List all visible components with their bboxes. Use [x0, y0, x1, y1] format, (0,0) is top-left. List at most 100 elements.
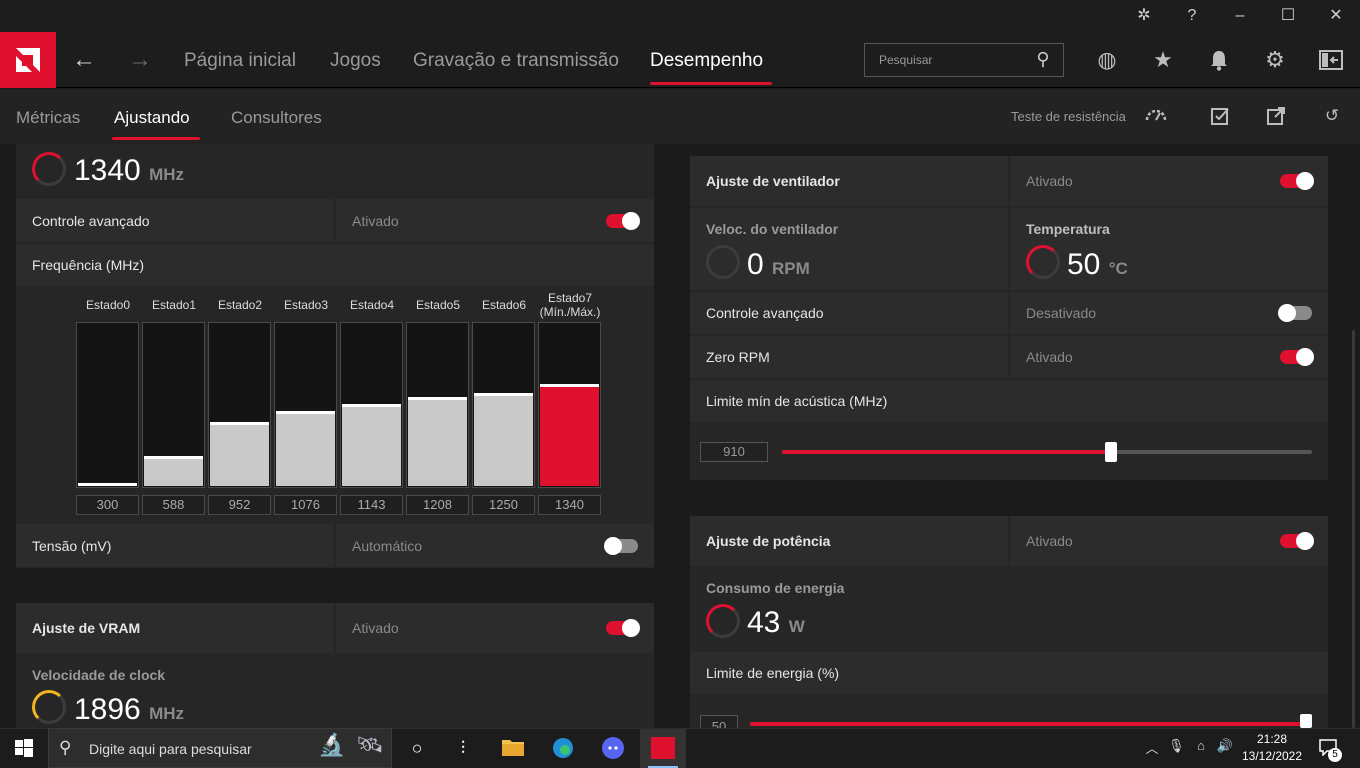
nav-tab-games[interactable]: Jogos [330, 50, 381, 71]
bell-icon[interactable] [1206, 47, 1232, 73]
state-bar[interactable] [472, 322, 535, 488]
file-explorer-icon[interactable] [500, 736, 526, 760]
fan-advanced-status-cell: Desativado [1010, 292, 1328, 334]
frequency-label: Frequência (MHz) [32, 257, 145, 273]
gpu-clock-gauge-icon [32, 152, 66, 186]
taskbar-search-box[interactable]: ⚲ Digite aqui para pesquisar 🔬 🛰 [48, 728, 392, 768]
vram-title-cell: Ajuste de VRAM [16, 603, 334, 653]
acoustic-limit-slider[interactable] [782, 450, 1312, 454]
tray-chevron-icon[interactable]: ︿ [1145, 741, 1159, 756]
voltage-label: Tensão (mV) [32, 538, 112, 554]
state-bar-fill[interactable] [276, 411, 335, 486]
state-bar[interactable] [274, 322, 337, 488]
close-icon[interactable]: ✕ [1329, 7, 1343, 24]
network-icon[interactable]: ⌂ [1197, 738, 1205, 753]
state-value[interactable]: 1208 [406, 495, 469, 515]
state-bar-fill[interactable] [144, 456, 203, 486]
state-bar[interactable] [142, 322, 205, 488]
state-bar[interactable] [208, 322, 271, 488]
amd-taskbar-button[interactable] [640, 729, 686, 768]
clock[interactable]: 21:28 13/12/2022 [1240, 731, 1304, 765]
power-status: Ativado [1026, 533, 1073, 549]
vram-clock-label: Velocidade de clock [32, 667, 166, 683]
apply-changes-icon[interactable] [1208, 104, 1232, 128]
overlay-toggle-icon[interactable] [1318, 47, 1344, 73]
state-value[interactable]: 952 [208, 495, 271, 515]
search-box[interactable]: ⚲ [864, 43, 1064, 77]
globe-icon[interactable]: ◍ [1097, 47, 1117, 72]
vram-clock-unit: MHz [149, 704, 185, 723]
acoustic-limit-row: Limite mín de acústica (MHz) [690, 380, 1328, 422]
search-input[interactable] [865, 44, 1025, 76]
windows-start-icon[interactable] [14, 738, 34, 758]
maximize-icon[interactable]: ☐ [1280, 7, 1296, 24]
gear-icon[interactable]: ⚙ [1265, 47, 1285, 72]
state-bar[interactable] [340, 322, 403, 488]
nav-tab-recording[interactable]: Gravação e transmissão [413, 50, 619, 71]
star-icon[interactable]: ★ [1153, 47, 1173, 72]
notification-center-icon[interactable]: 5 [1318, 738, 1342, 762]
power-toggle[interactable] [1280, 532, 1314, 550]
state-value[interactable]: 1340 [538, 495, 601, 515]
vram-toggle[interactable] [606, 619, 640, 637]
stress-test-gauge-icon[interactable] [1144, 104, 1168, 128]
state-value[interactable]: 588 [142, 495, 205, 515]
zero-rpm-toggle[interactable] [1280, 348, 1314, 366]
subtab-metrics[interactable]: Métricas [16, 108, 81, 127]
frequency-header-row: Frequência (MHz) [16, 244, 654, 286]
power-title: Ajuste de potência [706, 533, 831, 549]
state-value[interactable]: 300 [76, 495, 139, 515]
state-bar-fill[interactable] [342, 404, 401, 486]
discord-icon[interactable] [600, 736, 626, 760]
power-limit-slider-fill [750, 722, 1312, 726]
amd-logo[interactable] [0, 32, 56, 88]
search-icon[interactable]: ⚲ [1036, 49, 1050, 69]
state-bar-fill[interactable] [78, 483, 137, 486]
state-bar[interactable] [538, 322, 601, 488]
nav-tab-performance[interactable]: Desempenho [650, 50, 764, 71]
scrollbar[interactable] [1352, 330, 1355, 728]
fan-toggle[interactable] [1280, 172, 1314, 190]
state-bar-fill[interactable] [210, 422, 269, 486]
voltage-toggle[interactable] [604, 537, 638, 555]
gpu-advanced-toggle[interactable] [606, 212, 640, 230]
state-bar-fill[interactable] [540, 384, 599, 486]
gpu-clock-value: 1340 MHz [74, 154, 185, 187]
power-limit-input[interactable]: 50 [700, 715, 738, 728]
notification-count-badge: 5 [1328, 748, 1342, 762]
minimize-icon[interactable]: – [1235, 7, 1245, 24]
state-bar[interactable] [76, 322, 139, 488]
edge-browser-icon[interactable] [550, 736, 576, 760]
state-value[interactable]: 1143 [340, 495, 403, 515]
help-icon[interactable]: ? [1187, 7, 1197, 24]
state-value[interactable]: 1250 [472, 495, 535, 515]
state-bar-fill[interactable] [474, 393, 533, 486]
state-value[interactable]: 1076 [274, 495, 337, 515]
subtab-advisors[interactable]: Consultores [231, 108, 322, 127]
volume-icon[interactable]: 🔊 [1216, 738, 1234, 753]
stress-test-label[interactable]: Teste de resistência [1011, 109, 1126, 124]
fan-title: Ajuste de ventilador [706, 173, 840, 189]
export-icon[interactable] [1264, 104, 1288, 128]
widgets-icon[interactable]: ⫶ [460, 738, 466, 758]
title-bar [0, 0, 1360, 32]
vram-title: Ajuste de VRAM [32, 620, 141, 636]
forward-arrow-icon[interactable]: → [128, 46, 152, 73]
power-limit-slider[interactable] [750, 722, 1312, 726]
bug-report-icon[interactable]: ✲ [1137, 7, 1151, 24]
vram-clock-value: 1896 MHz [74, 693, 185, 726]
task-view-icon[interactable]: ○ [411, 738, 423, 758]
state-bar-fill[interactable] [408, 397, 467, 486]
subtab-tuning[interactable]: Ajustando [114, 108, 190, 127]
taskbar-search-icon: ⚲ [59, 738, 72, 757]
acoustic-limit-input[interactable]: 910 [700, 442, 768, 462]
nav-tab-home[interactable]: Página inicial [184, 50, 296, 71]
microphone-icon[interactable]: 🎙 [1168, 738, 1185, 753]
power-limit-slider-thumb[interactable] [1300, 714, 1312, 728]
fan-advanced-toggle[interactable] [1278, 304, 1312, 322]
reset-icon[interactable]: ↺ [1324, 106, 1340, 125]
back-arrow-icon[interactable]: ← [72, 46, 96, 73]
temperature-gauge-icon [1026, 245, 1060, 279]
state-bar[interactable] [406, 322, 469, 488]
acoustic-limit-slider-thumb[interactable] [1104, 442, 1117, 462]
